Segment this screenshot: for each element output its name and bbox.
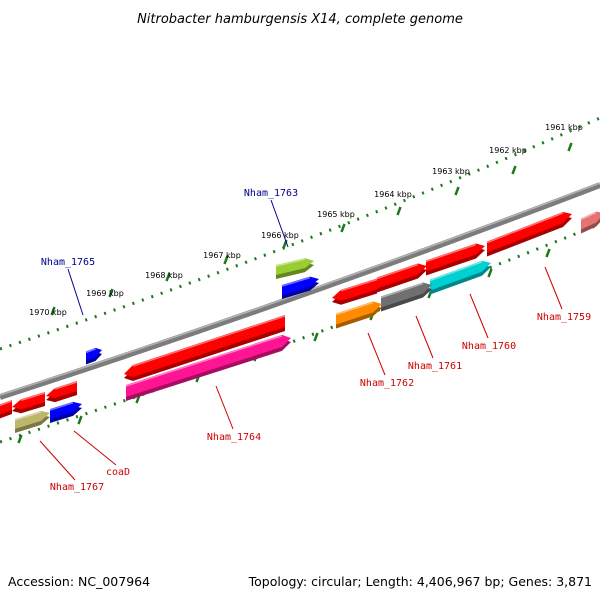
leader-nham-1764 [215, 385, 234, 430]
gene-arrow-nham-1765 [85, 347, 102, 365]
major-tick [454, 186, 460, 196]
accession-text: Accession: NC_007964 [8, 574, 151, 589]
tick-labels: 1961 kbp 1962 kbp 1963 kbp 1964 kbp 1965 kbp… [29, 123, 583, 317]
tick-label: 1969 kbp [86, 289, 124, 298]
major-tick [223, 255, 229, 265]
gene-arrow-nham-1760 [429, 260, 491, 295]
gene-arrow-nham-1761 [380, 282, 432, 312]
major-tick [340, 223, 346, 233]
major-tick [17, 434, 23, 444]
map-title: Nitrobacter hamburgensis X14, complete g… [137, 12, 463, 27]
major-tick [487, 268, 493, 278]
gene-arrow-red [425, 243, 485, 276]
leader-nham-1765 [67, 268, 84, 316]
gene-features [0, 211, 600, 433]
major-tick [77, 415, 83, 425]
forward-tick-ring [0, 116, 600, 351]
gene-arrow-nham-1767 [14, 410, 50, 433]
tick-label: 1961 kbp [545, 123, 583, 132]
label-nham-1761: Nham_1761 [408, 361, 462, 372]
tick-label: 1965 kbp [317, 210, 355, 219]
major-tick [108, 288, 114, 298]
gene-arrow-red [124, 315, 286, 382]
label-nham-1767: Nham_1767 [50, 482, 104, 493]
major-tick [545, 248, 551, 258]
label-nham-1760: Nham_1760 [462, 341, 516, 352]
leader-nham-1760 [469, 293, 489, 339]
tick-label: 1962 kbp [489, 146, 527, 155]
gene-arrow-nham-1764 [125, 334, 291, 401]
major-tick [511, 165, 517, 175]
leader-nham-1763 [270, 199, 289, 248]
leader-coad [73, 430, 117, 466]
gene-arrow-coad [49, 401, 82, 423]
genome-backbone [0, 182, 600, 400]
gene-arrow-nham-1762 [335, 301, 382, 329]
leader-nham-1767 [39, 440, 76, 481]
label-nham-1763: Nham_1763 [244, 188, 298, 199]
major-tick [165, 272, 171, 282]
tick-label: 1963 kbp [432, 167, 470, 176]
gene-arrow-blue [281, 276, 319, 299]
tick-label: 1964 kbp [374, 190, 412, 199]
gene-arrow-red [0, 400, 13, 419]
gene-arrow-red [12, 392, 46, 414]
gene-arrow-partial [580, 211, 600, 234]
label-coad: coaD [106, 467, 130, 478]
label-nham-1762: Nham_1762 [360, 378, 414, 389]
label-nham-1759: Nham_1759 [537, 312, 591, 323]
label-nham-1765: Nham_1765 [41, 257, 95, 268]
label-nham-1764: Nham_1764 [207, 432, 261, 443]
major-tick [396, 206, 402, 216]
label-leaders [39, 199, 563, 481]
leader-nham-1759 [544, 266, 563, 310]
major-tick [50, 306, 56, 316]
gene-arrow-red [332, 278, 378, 305]
tick-label: 1968 kbp [145, 271, 183, 280]
leader-nham-1762 [367, 332, 386, 376]
gene-arrow-nham-1759 [486, 211, 572, 257]
major-tick [313, 332, 319, 342]
major-tick [567, 142, 573, 152]
tick-label: 1966 kbp [261, 231, 299, 240]
tick-label: 1970 kbp [29, 308, 67, 317]
topology-text: Topology: circular; Length: 4,406,967 bp… [248, 574, 592, 589]
leader-nham-1761 [415, 315, 434, 359]
gene-arrow-red [376, 263, 427, 293]
gene-arrow-red [46, 381, 78, 403]
tick-label: 1967 kbp [203, 251, 241, 260]
gene-arrow-nham-1763 [275, 258, 314, 279]
